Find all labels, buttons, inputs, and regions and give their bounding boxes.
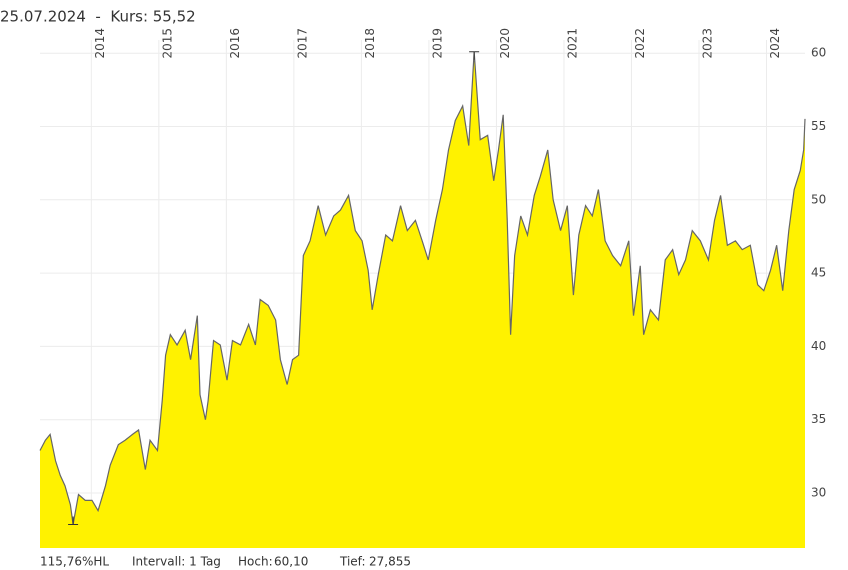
area bbox=[40, 51, 805, 548]
x-tick-label: 2018 bbox=[363, 28, 377, 59]
x-tick-label: 2021 bbox=[565, 28, 579, 59]
x-tick-label: 2022 bbox=[633, 28, 647, 59]
x-tick-label: 2019 bbox=[430, 28, 444, 59]
x-tick-label: 2024 bbox=[768, 28, 782, 59]
high-marker bbox=[469, 51, 480, 60]
y-tick-label: 55 bbox=[811, 119, 826, 133]
low-value: 27,855 bbox=[369, 555, 411, 569]
y-tick-label: 35 bbox=[811, 412, 826, 426]
y-tick-label: 40 bbox=[811, 339, 826, 353]
x-tick-label: 2016 bbox=[228, 28, 242, 59]
footer-item: 115,76%HL bbox=[40, 555, 109, 569]
x-tick-label: 2023 bbox=[700, 28, 714, 59]
y-tick-label: 60 bbox=[811, 46, 826, 60]
chart-title: 25.07.2024 - Kurs: 55,52 bbox=[0, 8, 196, 26]
price-line bbox=[39, 51, 806, 525]
y-tick-label: 50 bbox=[811, 192, 826, 206]
x-tick-label: 2015 bbox=[160, 28, 174, 59]
footer-item: Intervall: 1 Tag bbox=[132, 555, 221, 569]
low-label: Tief: bbox=[339, 555, 366, 569]
y-tick-label: 45 bbox=[811, 266, 826, 280]
low-marker bbox=[68, 516, 79, 525]
high-label: Hoch: bbox=[238, 555, 273, 569]
y-tick-label: 30 bbox=[811, 486, 826, 500]
high-value: 60,10 bbox=[274, 555, 308, 569]
x-tick-label: 2014 bbox=[93, 28, 107, 59]
x-tick-label: 2017 bbox=[295, 28, 309, 59]
x-tick-label: 2020 bbox=[498, 28, 512, 59]
